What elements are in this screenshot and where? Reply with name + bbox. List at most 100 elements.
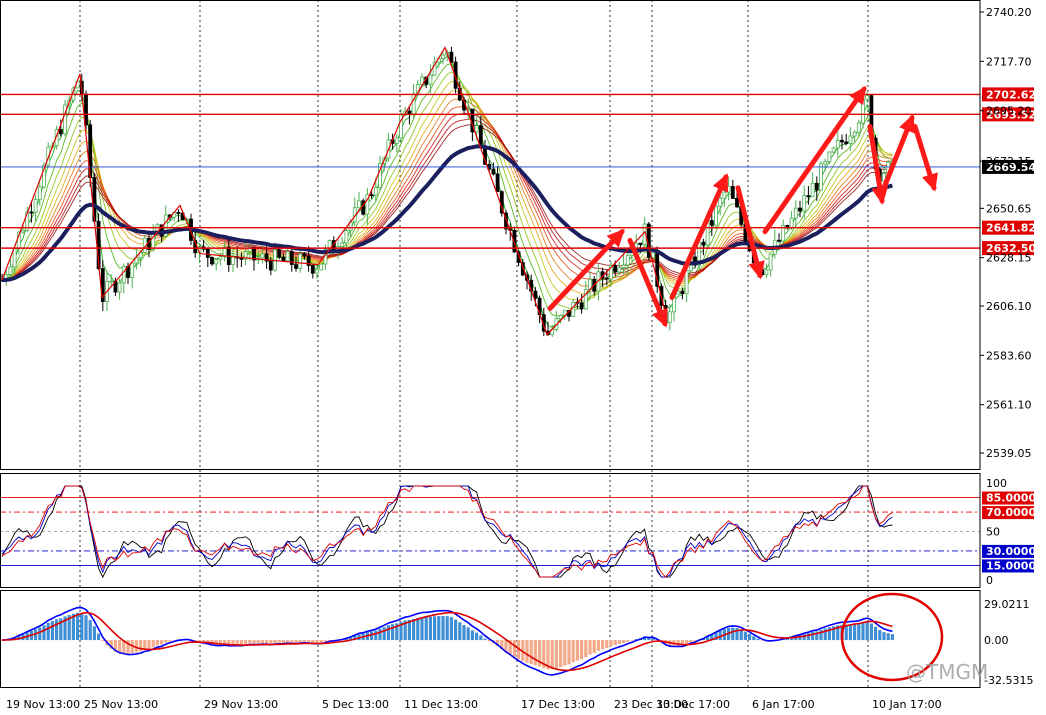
osc-level-tag: [982, 491, 1034, 505]
macd-histogram-bar: [349, 636, 353, 641]
macd-histogram-bar: [890, 634, 894, 641]
candle-body: [806, 195, 811, 198]
panel-frame: [0, 473, 981, 588]
highlight-circle: [840, 592, 944, 682]
macd-histogram-bar: [601, 640, 605, 650]
macd-histogram-bar: [130, 640, 134, 654]
candle-body: [613, 265, 618, 273]
candle-body: [609, 265, 613, 280]
macd-histogram-bar: [88, 620, 92, 641]
macd-histogram-bar: [378, 628, 382, 641]
macd-histogram-bar: [454, 619, 458, 641]
candle-body: [394, 137, 399, 144]
macd-histogram-bar: [227, 640, 231, 645]
macd-histogram-bar: [407, 620, 411, 641]
candle-body: [453, 61, 458, 89]
macd-histogram-bar: [302, 640, 306, 643]
macd-histogram-bar: [67, 615, 71, 641]
macd-histogram-bar: [76, 612, 80, 641]
macd-histogram-bar: [609, 640, 613, 647]
macd-histogram-bar: [239, 640, 243, 645]
macd-histogram-bar: [802, 634, 806, 641]
macd-histogram-bar: [256, 640, 260, 644]
macd-histogram-bar: [92, 626, 96, 641]
arrow-head: [606, 228, 625, 248]
price-tick-label: 2717.70: [986, 55, 1032, 68]
candle-body: [210, 257, 214, 265]
macd-tick-label: -32.5315: [984, 674, 1033, 687]
candle-body: [449, 51, 454, 63]
price-level-tag: [982, 241, 1034, 256]
macd-histogram-bar: [710, 634, 714, 641]
macd-histogram-bar: [168, 640, 172, 642]
macd-histogram-bar: [512, 640, 516, 657]
candle-body: [722, 191, 727, 199]
candle-body: [8, 266, 13, 275]
macd-histogram-bar: [416, 617, 420, 641]
price-tick-label: 2650.65: [986, 202, 1032, 215]
macd-histogram-bar: [865, 621, 869, 641]
arrow-shaft: [547, 229, 625, 311]
ribbon-line: [1, 124, 893, 281]
ribbon-line: [1, 118, 893, 281]
macd-histogram-bar: [634, 639, 638, 641]
macd-histogram-bar: [84, 615, 88, 641]
candle-body: [163, 214, 168, 237]
macd-histogram-bar: [391, 624, 395, 641]
arrow-head: [652, 307, 668, 328]
macd-histogram-bar: [483, 638, 487, 641]
macd-histogram-bar: [382, 627, 386, 641]
time-tick-label: 30 Dec 17:00: [656, 698, 730, 711]
macd-histogram-bar: [542, 640, 546, 669]
macd-histogram-bar: [588, 640, 592, 655]
macd-histogram-bar: [80, 612, 84, 641]
macd-histogram-bar: [252, 640, 256, 644]
candle-body: [222, 246, 227, 258]
macd-histogram-bar: [244, 640, 248, 645]
candle-body: [768, 253, 773, 271]
macd-histogram-bar: [878, 629, 882, 641]
macd-histogram-bar: [357, 633, 361, 641]
macd-histogram-bar: [538, 640, 542, 667]
candle-body: [231, 256, 235, 266]
candle-body: [701, 241, 706, 246]
candle-body: [604, 277, 609, 280]
macd-histogram-bar: [109, 640, 113, 649]
macd-histogram-bar: [470, 630, 474, 641]
osc-level-tag: [982, 559, 1034, 573]
macd-histogram-bar: [260, 640, 264, 644]
macd-histogram-bar: [202, 640, 206, 643]
candle-body: [399, 114, 403, 139]
candle-body: [277, 249, 282, 258]
macd-histogram-bar: [739, 629, 743, 641]
macd-histogram-bar: [97, 633, 101, 641]
candle-body: [651, 252, 655, 258]
macd-histogram-bar: [290, 640, 294, 643]
macd-histogram-bar: [143, 640, 147, 650]
macd-histogram-bar: [689, 640, 693, 643]
candle-body: [441, 54, 445, 60]
macd-histogram-bar: [63, 616, 67, 641]
macd-histogram-bar: [760, 640, 764, 641]
candle-body: [621, 264, 626, 268]
candle-body: [579, 302, 584, 310]
candle-body: [378, 163, 382, 188]
arrow-shaft: [735, 185, 763, 279]
candle-body: [714, 205, 718, 226]
macd-histogram-bar: [403, 620, 407, 641]
candle-body: [357, 200, 361, 209]
candle-body: [474, 125, 479, 133]
macd-histogram-bar: [475, 632, 479, 641]
macd-histogram-bar: [685, 640, 689, 645]
macd-histogram-bar: [857, 624, 861, 641]
candle-body: [558, 315, 563, 320]
osc-tick-label: 0: [986, 574, 993, 587]
candle-body: [777, 239, 781, 242]
candle-body: [730, 185, 735, 199]
macd-histogram-bar: [323, 640, 327, 642]
macd-histogram-bar: [231, 640, 235, 645]
macd-histogram-bar: [311, 640, 315, 643]
macd-histogram-bar: [790, 637, 794, 641]
macd-histogram-bar: [164, 640, 168, 643]
